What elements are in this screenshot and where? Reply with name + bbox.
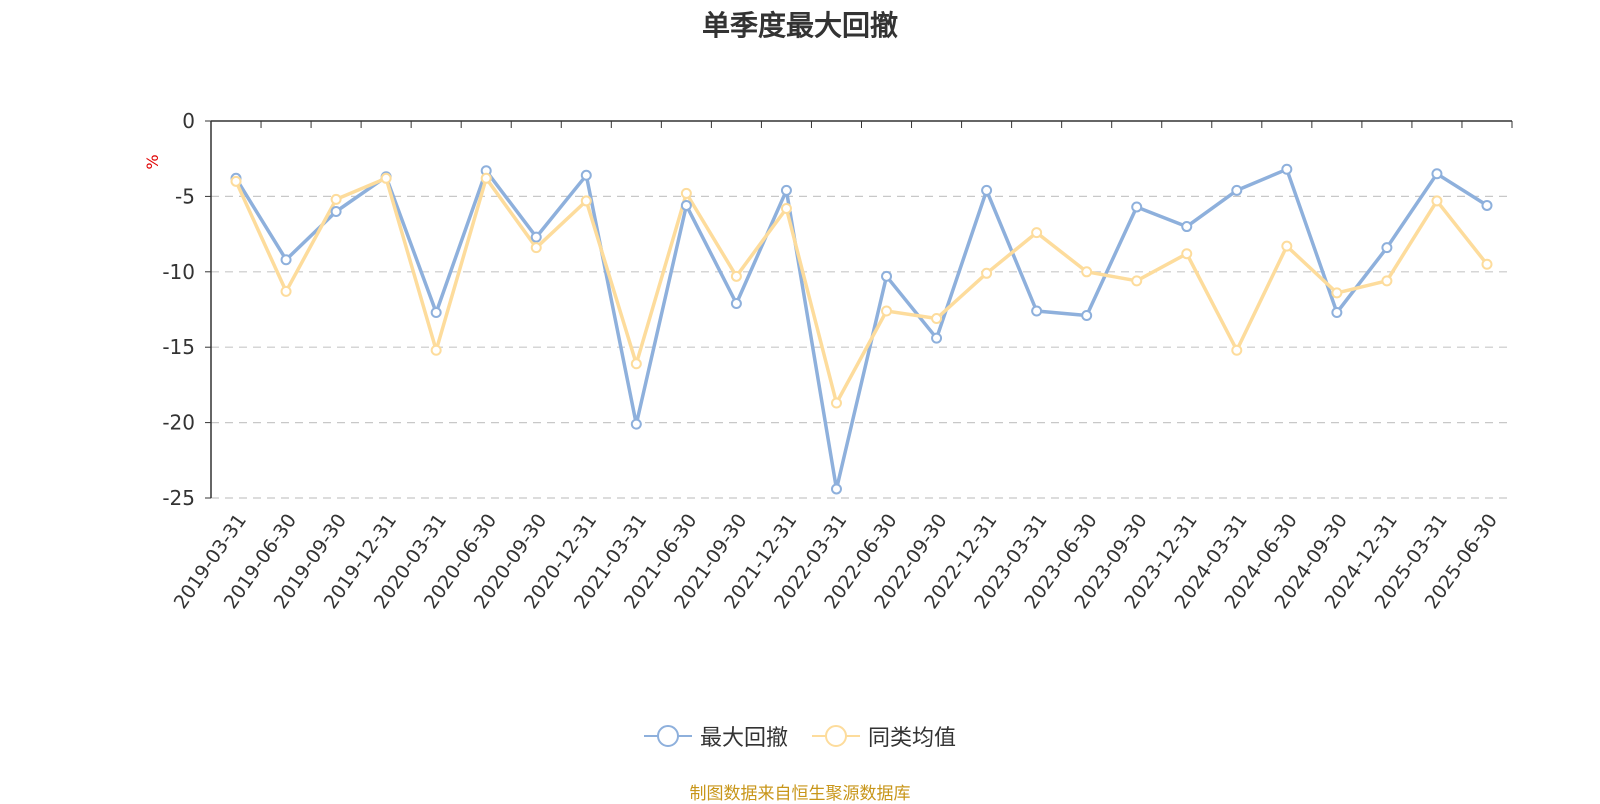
data-point-series-2 xyxy=(1381,275,1393,287)
data-point-series-1 xyxy=(931,332,943,344)
data-point-series-1 xyxy=(430,307,442,319)
data-point-series-1 xyxy=(1481,199,1493,211)
data-points xyxy=(230,163,1493,495)
legend: 最大回撤 同类均值 xyxy=(0,720,1600,752)
data-point-series-1 xyxy=(680,199,692,211)
data-point-series-1 xyxy=(1031,305,1043,317)
legend-label-series-1: 最大回撤 xyxy=(699,726,788,751)
data-point-series-2 xyxy=(1081,266,1093,278)
data-point-series-2 xyxy=(1431,195,1443,207)
data-point-series-2 xyxy=(1481,258,1493,270)
data-point-series-2 xyxy=(280,285,292,297)
data-point-series-1 xyxy=(1281,163,1293,175)
data-point-series-2 xyxy=(580,195,592,207)
data-point-series-1 xyxy=(330,205,342,217)
data-point-series-1 xyxy=(730,297,742,309)
y-tick-label: -20 xyxy=(162,411,195,435)
data-point-series-2 xyxy=(1281,240,1293,252)
data-point-series-2 xyxy=(680,187,692,199)
data-point-series-1 xyxy=(630,418,642,430)
data-point-series-2 xyxy=(981,267,993,279)
data-point-series-2 xyxy=(1231,344,1243,356)
y-tick-label: -5 xyxy=(175,184,195,208)
series-line-1 xyxy=(234,167,1488,491)
y-tick-label: -25 xyxy=(162,486,195,510)
data-point-series-1 xyxy=(580,169,592,181)
series-lines xyxy=(234,167,1489,491)
data-point-series-2 xyxy=(530,242,542,254)
legend-label-series-2: 同类均值 xyxy=(868,726,957,751)
legend-swatch-series-2 xyxy=(812,725,860,747)
legend-item-series-1[interactable]: 最大回撤 xyxy=(643,720,788,752)
tick-labels: 0-5-10-15-20-252019-03-312019-06-302019-… xyxy=(143,109,1502,613)
data-point-series-1 xyxy=(530,231,542,243)
data-point-series-1 xyxy=(1131,201,1143,213)
data-point-series-1 xyxy=(280,254,292,266)
legend-swatch-series-1 xyxy=(643,725,692,747)
data-point-series-1 xyxy=(1181,221,1193,233)
data-point-series-2 xyxy=(430,344,442,356)
data-point-series-1 xyxy=(780,184,792,196)
data-point-series-1 xyxy=(881,270,893,282)
data-point-series-1 xyxy=(830,483,842,495)
data-point-series-1 xyxy=(1081,310,1093,322)
data-point-series-1 xyxy=(1431,168,1443,180)
chart-title: 单季度最大回撤 xyxy=(701,9,898,42)
data-point-series-2 xyxy=(1031,227,1043,239)
y-tick-label: -10 xyxy=(162,260,195,284)
data-point-series-2 xyxy=(1181,248,1193,260)
data-point-series-2 xyxy=(480,172,492,184)
legend-item-series-2[interactable]: 同类均值 xyxy=(812,720,956,752)
series-line-2 xyxy=(234,176,1489,405)
data-point-series-1 xyxy=(1381,242,1393,254)
data-point-series-2 xyxy=(1131,275,1143,287)
data-point-series-1 xyxy=(1231,184,1243,196)
data-point-series-2 xyxy=(780,202,792,214)
data-point-series-2 xyxy=(931,313,943,325)
data-point-series-1 xyxy=(981,184,993,196)
data-point-series-1 xyxy=(1331,307,1343,319)
data-point-series-2 xyxy=(230,175,242,187)
source-note: 制图数据来自恒生聚源数据库 xyxy=(689,784,911,804)
data-point-series-2 xyxy=(1331,287,1343,299)
data-point-series-2 xyxy=(330,193,342,205)
axes xyxy=(205,120,1513,499)
y-tick-label: 0 xyxy=(182,109,195,133)
data-point-series-2 xyxy=(380,172,392,184)
data-point-series-2 xyxy=(730,270,742,282)
data-point-series-2 xyxy=(830,397,842,409)
data-point-series-2 xyxy=(630,358,642,370)
data-point-series-2 xyxy=(881,305,893,317)
y-tick-label: -15 xyxy=(162,335,195,359)
y-axis-unit: % xyxy=(143,154,162,169)
